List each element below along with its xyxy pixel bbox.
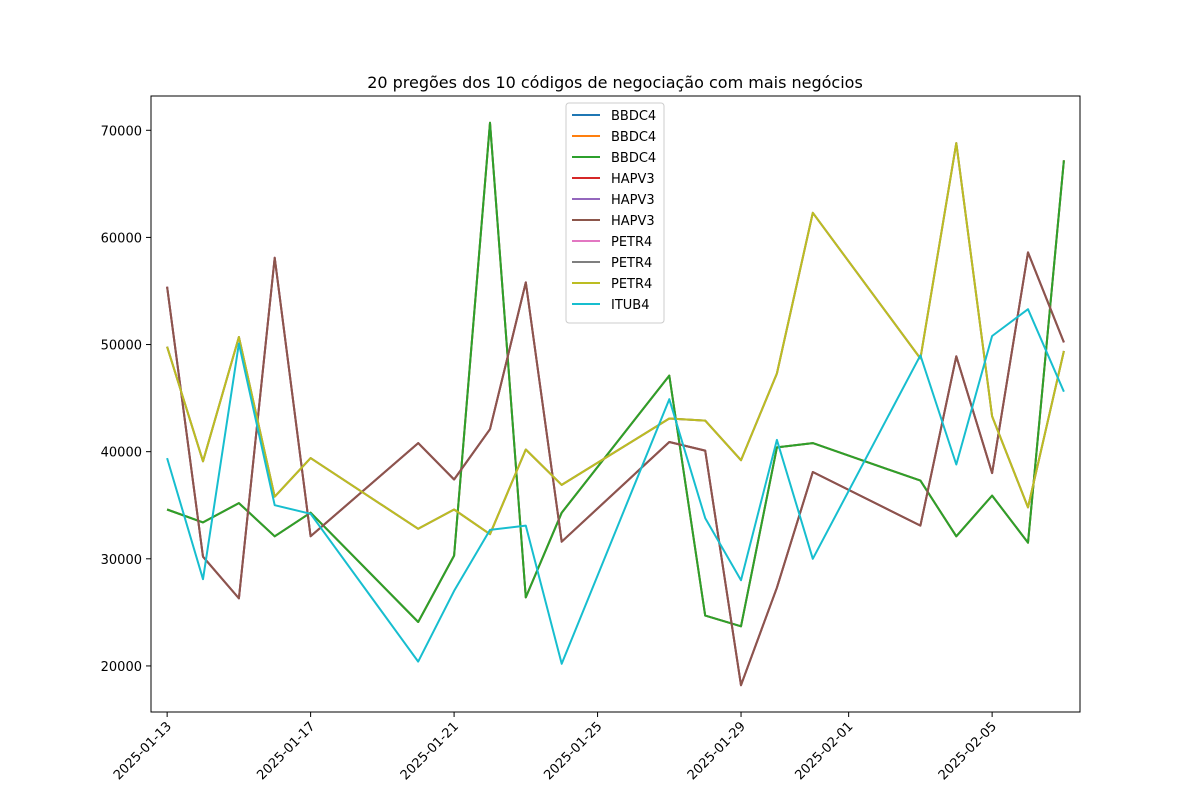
legend-label: PETR4: [611, 256, 652, 271]
x-tick-label: 2025-02-05: [936, 719, 1000, 783]
legend-label: HAPV3: [611, 214, 655, 229]
x-tick-label: 2025-01-21: [398, 719, 462, 783]
legend-label: HAPV3: [611, 172, 655, 187]
chart-title: 20 pregões dos 10 códigos de negociação …: [367, 73, 863, 92]
series-line-bbdc4-3: [166, 121, 1065, 628]
y-tick-label: 20000: [101, 660, 142, 675]
x-tick-label: 2025-02-01: [792, 719, 856, 783]
legend-label: BBDC4: [611, 151, 656, 166]
y-tick-label: 70000: [101, 124, 142, 139]
legend-label: PETR4: [611, 277, 652, 292]
series-layer: [166, 121, 1065, 687]
x-tick-label: 2025-01-13: [111, 719, 175, 783]
legend: BBDC4 BBDC4 BBDC4 HAPV3 HAPV3 HAPV3 PETR4 PETR4…: [565, 102, 665, 324]
legend-label: PETR4: [611, 235, 652, 250]
x-tick-label: 2025-01-29: [685, 719, 749, 783]
series-line-itub4-10: [166, 308, 1065, 665]
y-tick-label: 30000: [101, 553, 142, 568]
y-tick-label: 60000: [101, 231, 142, 246]
legend-label: BBDC4: [611, 130, 656, 145]
legend-label: ITUB4: [611, 298, 649, 313]
y-tick-label: 40000: [101, 446, 142, 461]
y-tick-label: 50000: [101, 339, 142, 354]
x-tick-label: 2025-01-17: [254, 719, 318, 783]
series-line-petr4-9: [166, 142, 1065, 536]
legend-label: BBDC4: [611, 109, 656, 124]
series-line-hapv3-6: [166, 251, 1065, 687]
x-tick-label: 2025-01-25: [541, 719, 605, 783]
legend-label: HAPV3: [611, 193, 655, 208]
axes-frame: [150, 95, 1081, 713]
